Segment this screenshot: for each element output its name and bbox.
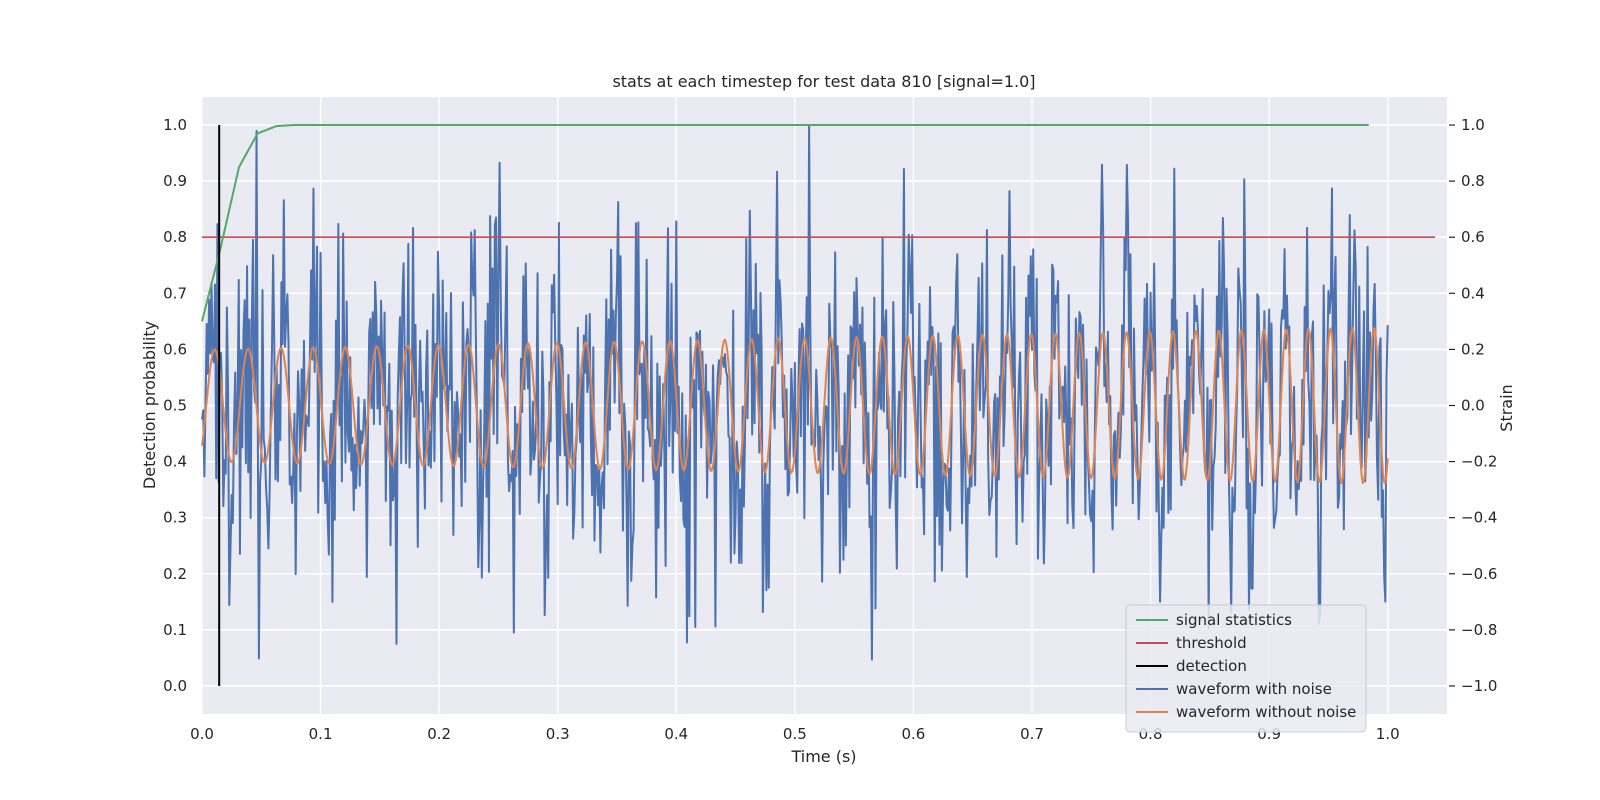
y2-tick-label: −0.8 (1461, 621, 1497, 639)
x-tick-label: 0.0 (190, 725, 214, 743)
x-axis-label: Time (s) (790, 747, 856, 766)
legend-label: signal statistics (1176, 611, 1292, 629)
legend: signal statistics threshold detection wavef… (1125, 604, 1367, 733)
y2-tick-label: −0.6 (1461, 565, 1497, 583)
y2-tick-label: −0.4 (1461, 509, 1497, 527)
x-tick-label: 0.7 (1020, 725, 1044, 743)
y-tick-label: 0.0 (163, 677, 187, 695)
y2-tick-label: 0.4 (1461, 284, 1485, 302)
y-tick-label: 0.3 (163, 509, 187, 527)
y-tick-label: 0.6 (163, 340, 187, 358)
x-tick-label: 0.2 (427, 725, 451, 743)
y-tick-label: 0.9 (163, 172, 187, 190)
y2-axis-label: Strain (1497, 384, 1516, 431)
series-waveform-with-noise (201, 124, 1389, 661)
y2-tick-label: 1.0 (1461, 116, 1485, 134)
legend-label: waveform with noise (1176, 680, 1332, 698)
y2-tick-label: −0.2 (1461, 453, 1497, 471)
y2-axis-ticks: −1.0 −0.8 −0.6 −0.4 −0.2 0.0 0.2 0.4 0.6 0.8 1.0 (1449, 116, 1497, 695)
y-axis-label: Detection probability (140, 321, 159, 489)
x-axis-ticks: 0.0 0.1 0.2 0.3 0.4 0.5 0.6 0.7 0.8 0.9 1.0 (190, 725, 1400, 743)
series-layer (201, 124, 1436, 686)
y-tick-label: 0.4 (163, 453, 187, 471)
y-tick-label: 0.8 (163, 228, 187, 246)
y2-tick-label: 0.6 (1461, 228, 1485, 246)
y2-tick-label: 0.8 (1461, 172, 1485, 190)
series-waveform-without-noise (201, 326, 1389, 485)
y-axis-ticks: 0.0 0.1 0.2 0.3 0.4 0.5 0.6 0.7 0.8 0.9 1.0 (163, 116, 187, 695)
y-tick-label: 0.5 (163, 397, 187, 415)
y2-tick-label: 0.2 (1461, 340, 1485, 358)
legend-label: waveform without noise (1176, 703, 1356, 721)
legend-box (1125, 604, 1367, 733)
x-tick-label: 0.1 (309, 725, 333, 743)
legend-label: threshold (1176, 634, 1247, 652)
y-tick-label: 0.1 (163, 621, 187, 639)
x-tick-label: 1.0 (1376, 725, 1400, 743)
legend-label: detection (1176, 657, 1247, 675)
series-signal-statistics (201, 124, 1369, 322)
y-tick-label: 0.7 (163, 284, 187, 302)
y2-tick-label: 0.0 (1461, 397, 1485, 415)
x-tick-label: 0.4 (664, 725, 688, 743)
y-tick-label: 0.2 (163, 565, 187, 583)
x-tick-label: 0.3 (546, 725, 570, 743)
y2-tick-label: −1.0 (1461, 677, 1497, 695)
chart-title: stats at each timestep for test data 810… (612, 72, 1035, 91)
x-tick-label: 0.6 (901, 725, 925, 743)
y-tick-label: 1.0 (163, 116, 187, 134)
x-tick-label: 0.5 (783, 725, 807, 743)
